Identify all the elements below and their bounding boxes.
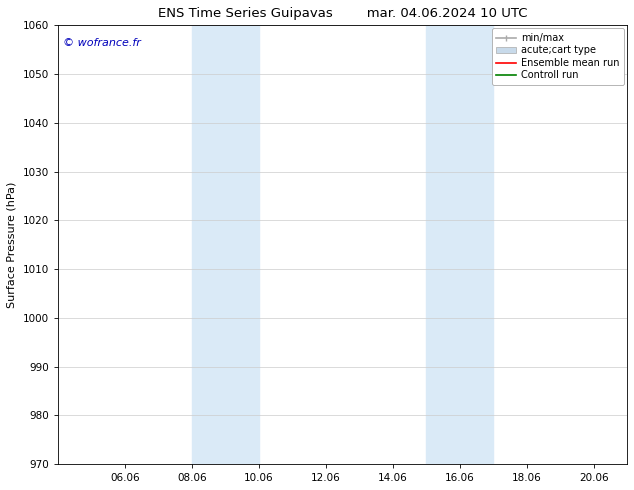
- Title: ENS Time Series Guipavas        mar. 04.06.2024 10 UTC: ENS Time Series Guipavas mar. 04.06.2024…: [158, 7, 527, 20]
- Legend: min/max, acute;cart type, Ensemble mean run, Controll run: min/max, acute;cart type, Ensemble mean …: [491, 28, 624, 85]
- Text: © wofrance.fr: © wofrance.fr: [63, 38, 141, 49]
- Y-axis label: Surface Pressure (hPa): Surface Pressure (hPa): [7, 181, 17, 308]
- Bar: [426, 25, 493, 464]
- Bar: [191, 25, 259, 464]
